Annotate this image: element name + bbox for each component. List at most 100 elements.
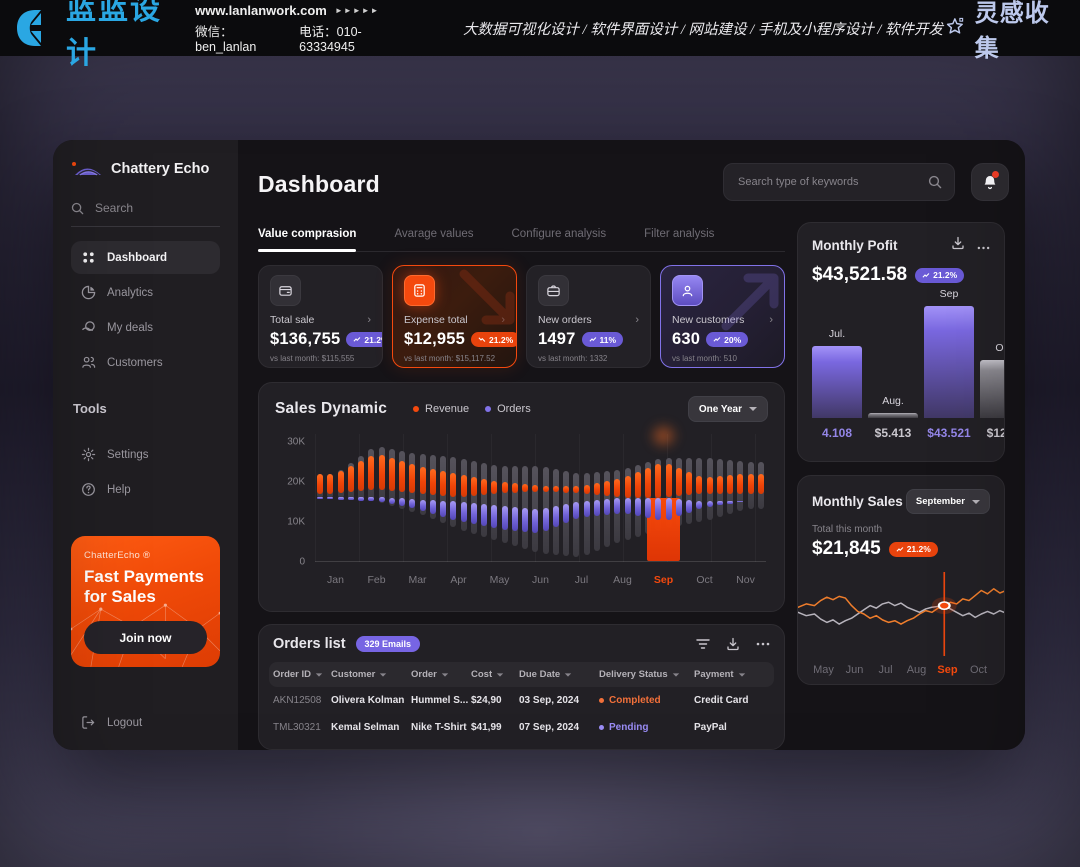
stat-card-total-sale[interactable]: Total sale › $136,755 21.2% vs last month…: [258, 265, 383, 368]
table-row[interactable]: TML30321 Kemal Selman Nike T-Shirt $41,9…: [273, 714, 770, 741]
table-header-row: Order ID Customer Order Cost Due Date De…: [269, 662, 774, 687]
notifications-button[interactable]: [971, 163, 1009, 201]
chevron-down-icon: [972, 499, 980, 504]
download-icon[interactable]: [726, 637, 740, 651]
chevron-right-icon[interactable]: ›: [635, 313, 639, 326]
wave-logo-icon: [72, 162, 101, 176]
sales-bar: [664, 434, 674, 561]
right-column: Monthly Pofit $43,521.58 21.2% Jul. Aug. S…: [797, 222, 1005, 750]
trend-badge: 21.2%: [471, 332, 516, 347]
sales-dynamic-bars: [315, 434, 766, 561]
tab-value-comprasion[interactable]: Value comprasion: [258, 220, 357, 252]
download-icon[interactable]: [951, 236, 965, 255]
column-order[interactable]: Order: [411, 669, 471, 680]
sidebar-item-dashboard[interactable]: Dashboard: [71, 241, 220, 274]
legend-orders[interactable]: Orders: [485, 403, 531, 415]
sales-bar: [705, 434, 715, 561]
sales-dynamic-months: Jan Feb Mar Apr May Jun Jul Aug Sep Oct Nov: [315, 574, 766, 586]
month-label: Aug: [906, 664, 927, 676]
sidebar-item-my-deals[interactable]: My deals: [71, 311, 220, 344]
sales-bar: [500, 434, 510, 561]
sales-bar: [561, 434, 571, 561]
arrow-watermark-icon: [459, 269, 515, 325]
gear-icon: [81, 447, 96, 462]
monthly-sales-value: $21,845: [812, 538, 881, 559]
calculator-icon: [404, 275, 435, 306]
monthly-profit-title: Monthly Pofit: [812, 238, 898, 253]
sidebar-nav: Dashboard Analytics My deals Customers: [71, 241, 220, 379]
month-label: Oct: [696, 574, 713, 586]
chevron-right-icon[interactable]: ›: [769, 313, 773, 326]
sales-dynamic-plot: [315, 421, 766, 562]
search-icon: [928, 175, 942, 189]
inspiration-icon: [946, 17, 964, 34]
month-label: Jun: [845, 664, 864, 676]
join-now-button[interactable]: Join now: [84, 621, 207, 655]
column-order-id[interactable]: Order ID: [273, 669, 331, 680]
stat-card-new-orders[interactable]: New orders › 1497 11% vs last month: 1332: [526, 265, 651, 368]
wechat-label: 微信：ben_lanlan: [195, 24, 257, 54]
table-row[interactable]: AKN12508 Olivera Kolman Hummel S... $24,…: [273, 687, 770, 714]
status-badge: Completed: [599, 695, 694, 706]
tab-configure-analysis[interactable]: Configure analysis: [511, 228, 607, 240]
column-customer[interactable]: Customer: [331, 669, 411, 680]
collect-brand: 灵感收集: [943, 0, 1066, 63]
sales-bar: [407, 434, 417, 561]
more-options-icon[interactable]: [756, 642, 770, 646]
sales-bar: [612, 434, 622, 561]
range-select[interactable]: One Year: [687, 396, 768, 422]
sidebar-search[interactable]: [71, 200, 220, 227]
stat-card-expense-total[interactable]: Expense total › $12,955 21.2% vs last mon…: [392, 265, 517, 368]
sales-bar: [428, 434, 438, 561]
top-banner: 蓝蓝设计 www.lanlanwork.com ►►►►► 微信：ben_lan…: [0, 0, 1080, 70]
sidebar-item-label: My deals: [107, 321, 154, 334]
monthly-profit-panel: Monthly Pofit $43,521.58 21.2% Jul. Aug. S…: [797, 222, 1005, 462]
briefcase-icon: [538, 275, 569, 306]
sales-bar: [643, 434, 653, 561]
tab-filter-analysis[interactable]: Filter analysis: [644, 228, 715, 240]
profit-bar-value: $5.413: [874, 426, 912, 440]
customer: Olivera Kolman: [331, 695, 405, 706]
sales-bar: [418, 434, 428, 561]
column-cost[interactable]: Cost: [471, 669, 519, 680]
promo-title: Fast Payments for Sales: [84, 567, 204, 607]
column-delivery-status[interactable]: Delivery Status: [599, 669, 694, 680]
profit-bar: Aug.: [868, 395, 918, 418]
promo-brand: ChatterEcho ®: [84, 550, 151, 561]
profit-bar-label: Aug.: [882, 395, 904, 407]
monthly-sales-title: Monthly Sales: [812, 494, 903, 509]
sales-bar: [551, 434, 561, 561]
month-label: Jun: [532, 574, 549, 586]
column-payment[interactable]: Payment: [694, 669, 772, 680]
chevron-right-icon[interactable]: ›: [367, 313, 371, 326]
sales-bar: [674, 434, 684, 561]
tab-avarage-values[interactable]: Avarage values: [394, 228, 474, 240]
stat-title: Total sale: [270, 314, 315, 326]
logout-label: Logout: [107, 716, 143, 729]
legend-revenue[interactable]: Revenue: [413, 403, 469, 415]
more-options-icon[interactable]: [977, 237, 990, 255]
sidebar-item-analytics[interactable]: Analytics: [71, 276, 220, 309]
filter-icon[interactable]: [696, 638, 710, 650]
sidebar-item-customers[interactable]: Customers: [71, 346, 220, 379]
wallet-icon: [270, 275, 301, 306]
sidebar-search-input[interactable]: [93, 200, 203, 216]
status-badge: Pending: [599, 722, 694, 733]
sales-bar: [746, 434, 756, 561]
stat-card-new-customers[interactable]: New customers › 630 20% vs last month: 51…: [660, 265, 785, 368]
sales-bar: [530, 434, 540, 561]
status-dot-icon: [599, 698, 604, 703]
global-search[interactable]: [723, 163, 955, 201]
dashboard-window: Chattery Echo Dashboard Analytics My dea…: [53, 140, 1025, 750]
left-column: Dashboard Value comprasion Avarage value…: [258, 162, 785, 750]
sidebar-item-help[interactable]: Help: [71, 473, 220, 506]
global-search-input[interactable]: [736, 175, 920, 189]
sales-bar: [489, 434, 499, 561]
orders-dot-icon: [485, 406, 492, 412]
logout-button[interactable]: Logout: [71, 709, 220, 736]
website-link[interactable]: www.lanlanwork.com: [195, 2, 327, 18]
column-due-date[interactable]: Due Date: [519, 669, 599, 680]
month-select[interactable]: September: [905, 489, 990, 514]
payment: PayPal: [694, 722, 727, 733]
sidebar-item-settings[interactable]: Settings: [71, 438, 220, 471]
